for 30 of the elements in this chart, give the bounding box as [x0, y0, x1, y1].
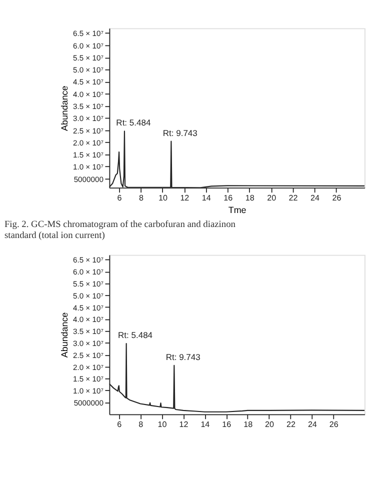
annotation: Rt: 5.484: [116, 118, 151, 128]
x-tick-label: 6: [117, 194, 122, 203]
x-axis-title: Tme: [228, 205, 246, 216]
annotation: Rt: 9.743: [162, 128, 198, 138]
x-tick-label: 6: [117, 420, 122, 430]
annotation: Rt: 9.743: [166, 352, 201, 362]
x-tick-label: 8: [138, 420, 144, 430]
x-tick-label: 10: [158, 420, 168, 430]
x-tick-label: 18: [244, 420, 254, 430]
x-tick-label: 26: [332, 194, 342, 203]
x-tick-label: 14: [200, 420, 210, 430]
x-tick-label: 24: [308, 420, 318, 430]
x-tick-label: 20: [267, 194, 277, 203]
y-axis-title: Abundance: [60, 312, 70, 358]
x-tick-label: 22: [288, 194, 298, 203]
x-tick-label: 26: [329, 420, 339, 430]
y-axis-title: Abundance: [60, 86, 70, 131]
x-tick-label: 12: [179, 420, 189, 430]
x-tick-label: 14: [202, 194, 212, 203]
x-tick-label: 20: [265, 420, 275, 430]
caption: Fig. 2. GC-MS chromatogram of the carbofuran and diazinon standard (total ion current): [4, 220, 236, 242]
x-tick-label: 12: [180, 194, 190, 203]
x-tick-label: 16: [222, 420, 232, 430]
x-tick-label: 8: [138, 194, 144, 203]
x-tick-label: 24: [310, 194, 320, 203]
x-tick-label: 18: [245, 194, 255, 203]
x-tick-label: 22: [286, 420, 296, 430]
annotation: Rt: 5.484: [118, 330, 153, 340]
x-tick-label: 10: [158, 194, 168, 203]
x-tick-label: 16: [224, 194, 234, 203]
